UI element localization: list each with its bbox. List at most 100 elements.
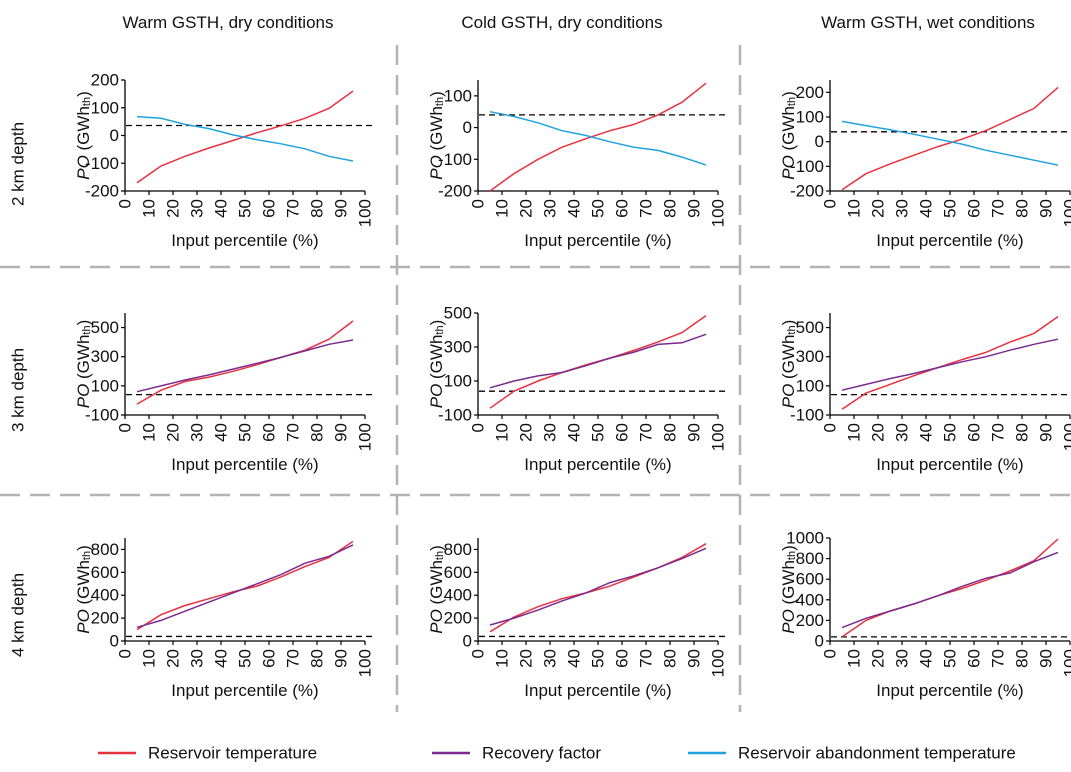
y-tick-label: 600: [444, 563, 472, 582]
x-tick-label: 100: [356, 423, 375, 451]
row-label: 3 km depth: [9, 348, 28, 432]
x-tick-label: 100: [1061, 199, 1071, 227]
y-axis-label: PO (GWhth): [74, 545, 94, 634]
x-tick-label: 60: [260, 199, 279, 218]
x-tick-label: 0: [821, 649, 840, 658]
x-tick-label: 60: [613, 423, 632, 442]
legend-item: Recovery factor: [432, 744, 601, 763]
y-tick-label: 500: [91, 318, 119, 337]
x-tick-label: 90: [685, 423, 704, 442]
y-tick-label: 200: [796, 83, 824, 102]
x-tick-label: 10: [493, 423, 512, 442]
row-label: 2 km depth: [9, 122, 28, 206]
x-tick-label: 40: [565, 423, 584, 442]
x-tick-label: 10: [845, 199, 864, 218]
x-tick-label: 0: [469, 423, 488, 432]
x-axis-label: Input percentile (%): [524, 231, 671, 250]
x-tick-label: 40: [917, 649, 936, 668]
x-axis-label: Input percentile (%): [171, 681, 318, 700]
x-tick-label: 40: [565, 199, 584, 218]
x-tick-label: 30: [541, 199, 560, 218]
y-tick-label: 600: [91, 563, 119, 582]
legend-label: Recovery factor: [482, 744, 601, 763]
x-tick-label: 70: [284, 423, 303, 442]
x-tick-label: 90: [332, 423, 351, 442]
legend-item: Reservoir temperature: [98, 744, 317, 763]
x-tick-label: 80: [661, 199, 680, 218]
y-axis-label: PO (GWhth): [779, 91, 799, 180]
series-line-reservoir-temperature: [842, 539, 1058, 637]
y-axis-label: PO (GWhth): [779, 545, 799, 634]
x-tick-label: 80: [308, 199, 327, 218]
x-tick-label: 30: [188, 199, 207, 218]
y-tick-label: 800: [796, 549, 824, 568]
x-tick-label: 20: [869, 199, 888, 218]
x-tick-label: 90: [332, 199, 351, 218]
x-tick-label: 0: [469, 199, 488, 208]
y-tick-label: 100: [444, 86, 472, 105]
x-axis-label: Input percentile (%): [876, 231, 1023, 250]
x-tick-label: 60: [965, 423, 984, 442]
y-tick-label: 600: [796, 570, 824, 589]
y-tick-label: 300: [796, 347, 824, 366]
column-title: Cold GSTH, dry conditions: [461, 13, 662, 32]
legend-item: Reservoir abandonment temperature: [688, 744, 1016, 763]
x-tick-label: 30: [893, 649, 912, 668]
x-tick-label: 50: [941, 649, 960, 668]
x-axis-label: Input percentile (%): [524, 455, 671, 474]
x-tick-label: 80: [1013, 199, 1032, 218]
y-axis-label: PO (GWhth): [427, 320, 447, 409]
x-tick-label: 60: [260, 649, 279, 668]
x-tick-label: 70: [989, 423, 1008, 442]
x-tick-label: 70: [637, 199, 656, 218]
x-tick-label: 100: [709, 423, 728, 451]
x-tick-label: 70: [637, 649, 656, 668]
y-axis-label: PO (GWhth): [427, 91, 447, 180]
x-tick-label: 0: [469, 649, 488, 658]
y-tick-label: 100: [444, 372, 472, 391]
x-tick-label: 100: [356, 199, 375, 227]
y-tick-label: 200: [796, 611, 824, 630]
x-axis-label: Input percentile (%): [171, 455, 318, 474]
x-tick-label: 10: [493, 199, 512, 218]
x-tick-label: 40: [917, 199, 936, 218]
series-line-recovery-factor: [842, 339, 1058, 390]
x-tick-label: 60: [613, 199, 632, 218]
x-tick-label: 10: [140, 199, 159, 218]
x-tick-label: 80: [308, 649, 327, 668]
x-tick-label: 10: [845, 423, 864, 442]
x-tick-label: 90: [1037, 423, 1056, 442]
x-tick-label: 10: [140, 423, 159, 442]
x-tick-label: 90: [1037, 649, 1056, 668]
x-tick-label: 10: [845, 649, 864, 668]
series-line-reservoir-temperature: [842, 317, 1058, 410]
x-tick-label: 50: [236, 423, 255, 442]
legend-label: Reservoir abandonment temperature: [738, 744, 1016, 763]
y-tick-label: -200: [790, 182, 824, 201]
y-tick-label: 400: [91, 586, 119, 605]
y-tick-label: 300: [444, 338, 472, 357]
y-tick-label: 0: [463, 118, 472, 137]
y-tick-label: 0: [815, 632, 824, 651]
x-tick-label: 80: [1013, 649, 1032, 668]
column-title: Warm GSTH, dry conditions: [123, 13, 334, 32]
x-tick-label: 10: [140, 649, 159, 668]
x-tick-label: 30: [541, 423, 560, 442]
y-axis-label: PO (GWhth): [74, 320, 94, 409]
y-tick-label: 100: [796, 108, 824, 127]
y-tick-label: 0: [110, 632, 119, 651]
x-tick-label: 0: [116, 423, 135, 432]
series-line-reservoir-temperature: [137, 321, 353, 404]
x-tick-label: 20: [164, 199, 183, 218]
x-tick-label: 0: [821, 199, 840, 208]
x-tick-label: 40: [212, 199, 231, 218]
x-tick-label: 70: [284, 649, 303, 668]
x-tick-label: 90: [685, 649, 704, 668]
